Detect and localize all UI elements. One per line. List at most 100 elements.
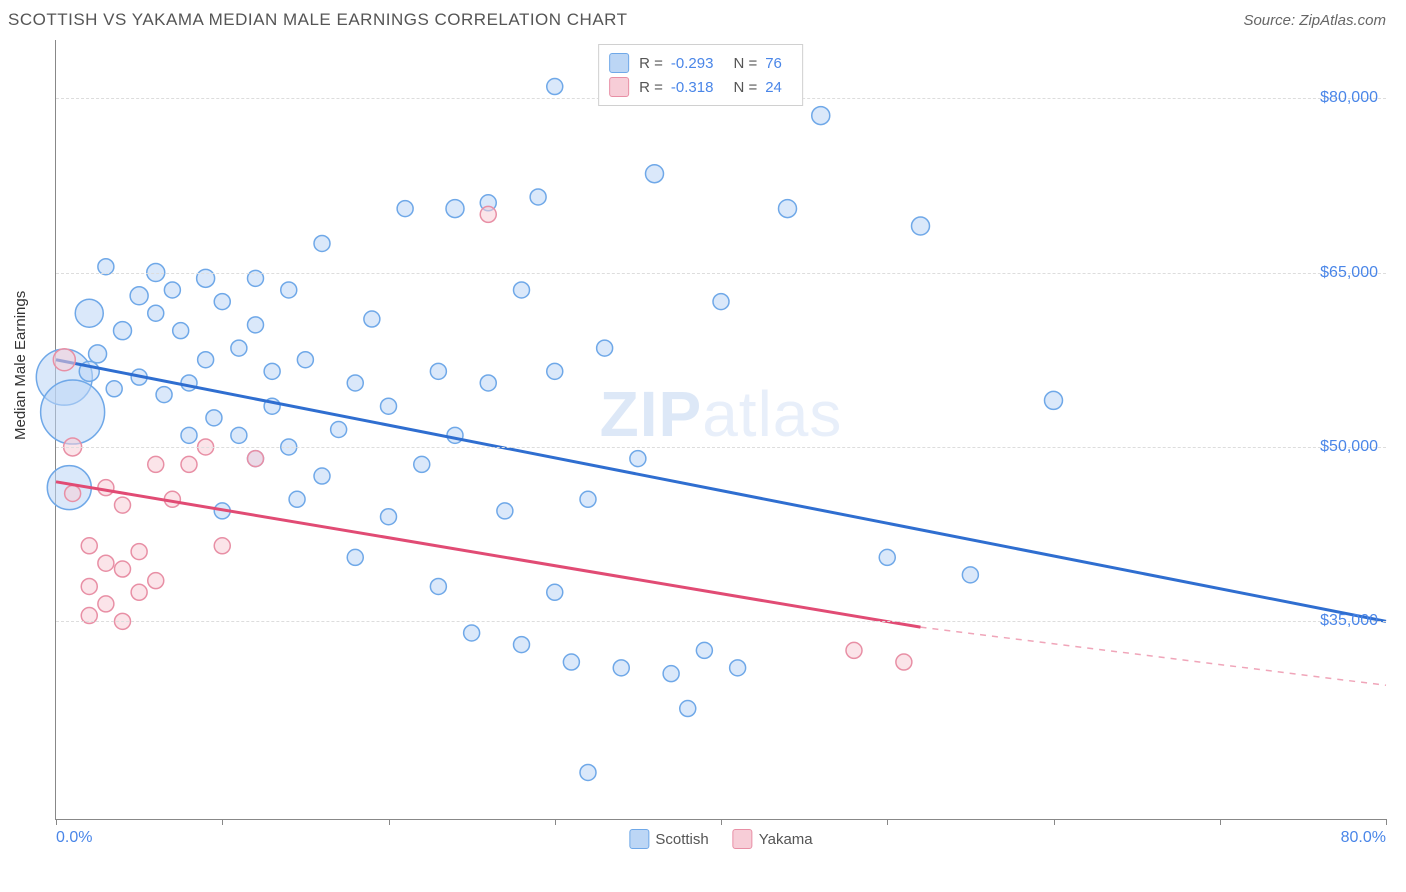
- data-point: [630, 451, 646, 467]
- gridline: [56, 447, 1386, 448]
- data-point: [530, 189, 546, 205]
- data-point: [281, 282, 297, 298]
- data-point: [114, 322, 132, 340]
- data-point: [148, 456, 164, 472]
- data-point: [130, 287, 148, 305]
- data-point: [148, 573, 164, 589]
- data-point: [364, 311, 380, 327]
- data-point: [480, 206, 496, 222]
- data-point: [446, 200, 464, 218]
- data-point: [713, 294, 729, 310]
- data-point: [912, 217, 930, 235]
- swatch-scottish-icon: [629, 829, 649, 849]
- x-axis-max-label: 80.0%: [1341, 829, 1386, 847]
- data-point: [231, 427, 247, 443]
- data-point: [646, 165, 664, 183]
- data-point: [41, 380, 105, 444]
- data-point: [173, 323, 189, 339]
- data-point: [214, 538, 230, 554]
- data-point: [962, 567, 978, 583]
- data-point: [81, 578, 97, 594]
- data-point: [680, 701, 696, 717]
- data-point: [480, 375, 496, 391]
- legend-row-yakama: R = -0.318 N = 24: [609, 75, 792, 99]
- data-point: [198, 352, 214, 368]
- data-point: [181, 427, 197, 443]
- data-point: [514, 637, 530, 653]
- data-point: [896, 654, 912, 670]
- data-point: [89, 345, 107, 363]
- data-point: [613, 660, 629, 676]
- swatch-yakama: [609, 77, 629, 97]
- y-tick-label: $50,000: [1320, 438, 1378, 456]
- chart-plot-area: ZIPatlas R = -0.293 N = 76 R = -0.318 N …: [55, 40, 1386, 820]
- data-point: [563, 654, 579, 670]
- chart-title: SCOTTISH VS YAKAMA MEDIAN MALE EARNINGS …: [8, 10, 628, 30]
- data-point: [397, 201, 413, 217]
- x-tick: [222, 819, 223, 825]
- data-point: [98, 555, 114, 571]
- data-point: [812, 107, 830, 125]
- data-point: [497, 503, 513, 519]
- data-point: [879, 549, 895, 565]
- gridline: [56, 621, 1386, 622]
- data-point: [289, 491, 305, 507]
- data-point: [580, 491, 596, 507]
- data-point: [430, 578, 446, 594]
- legend-row-scottish: R = -0.293 N = 76: [609, 51, 792, 75]
- data-point: [464, 625, 480, 641]
- data-point: [214, 294, 230, 310]
- legend-stats: R = -0.293 N = 76 R = -0.318 N = 24: [598, 44, 803, 106]
- scatter-svg: [56, 40, 1386, 819]
- data-point: [846, 642, 862, 658]
- legend-item-yakama: Yakama: [733, 829, 813, 849]
- data-point: [164, 282, 180, 298]
- x-axis-min-label: 0.0%: [56, 829, 92, 847]
- y-axis-label: Median Male Earnings: [12, 291, 29, 440]
- data-point: [331, 422, 347, 438]
- trend-line-extrapolated: [921, 627, 1387, 685]
- data-point: [65, 485, 81, 501]
- data-point: [75, 299, 103, 327]
- data-point: [314, 468, 330, 484]
- data-point: [730, 660, 746, 676]
- data-point: [98, 480, 114, 496]
- data-point: [580, 764, 596, 780]
- data-point: [231, 340, 247, 356]
- data-point: [430, 363, 446, 379]
- data-point: [248, 451, 264, 467]
- data-point: [131, 584, 147, 600]
- data-point: [779, 200, 797, 218]
- legend-item-scottish: Scottish: [629, 829, 708, 849]
- data-point: [381, 398, 397, 414]
- y-tick-label: $80,000: [1320, 89, 1378, 107]
- data-point: [696, 642, 712, 658]
- data-point: [106, 381, 122, 397]
- data-point: [248, 317, 264, 333]
- data-point: [347, 549, 363, 565]
- data-point: [514, 282, 530, 298]
- x-tick: [389, 819, 390, 825]
- gridline: [56, 273, 1386, 274]
- data-point: [81, 538, 97, 554]
- data-point: [597, 340, 613, 356]
- x-tick: [1054, 819, 1055, 825]
- trend-line: [56, 360, 1386, 622]
- data-point: [314, 235, 330, 251]
- y-tick-label: $65,000: [1320, 264, 1378, 282]
- x-tick: [721, 819, 722, 825]
- chart-source: Source: ZipAtlas.com: [1243, 12, 1386, 29]
- swatch-yakama-icon: [733, 829, 753, 849]
- data-point: [131, 544, 147, 560]
- data-point: [148, 305, 164, 321]
- data-point: [1045, 391, 1063, 409]
- data-point: [447, 427, 463, 443]
- data-point: [381, 509, 397, 525]
- swatch-scottish: [609, 53, 629, 73]
- data-point: [115, 497, 131, 513]
- data-point: [181, 375, 197, 391]
- x-tick: [887, 819, 888, 825]
- x-tick: [56, 819, 57, 825]
- data-point: [297, 352, 313, 368]
- x-tick: [555, 819, 556, 825]
